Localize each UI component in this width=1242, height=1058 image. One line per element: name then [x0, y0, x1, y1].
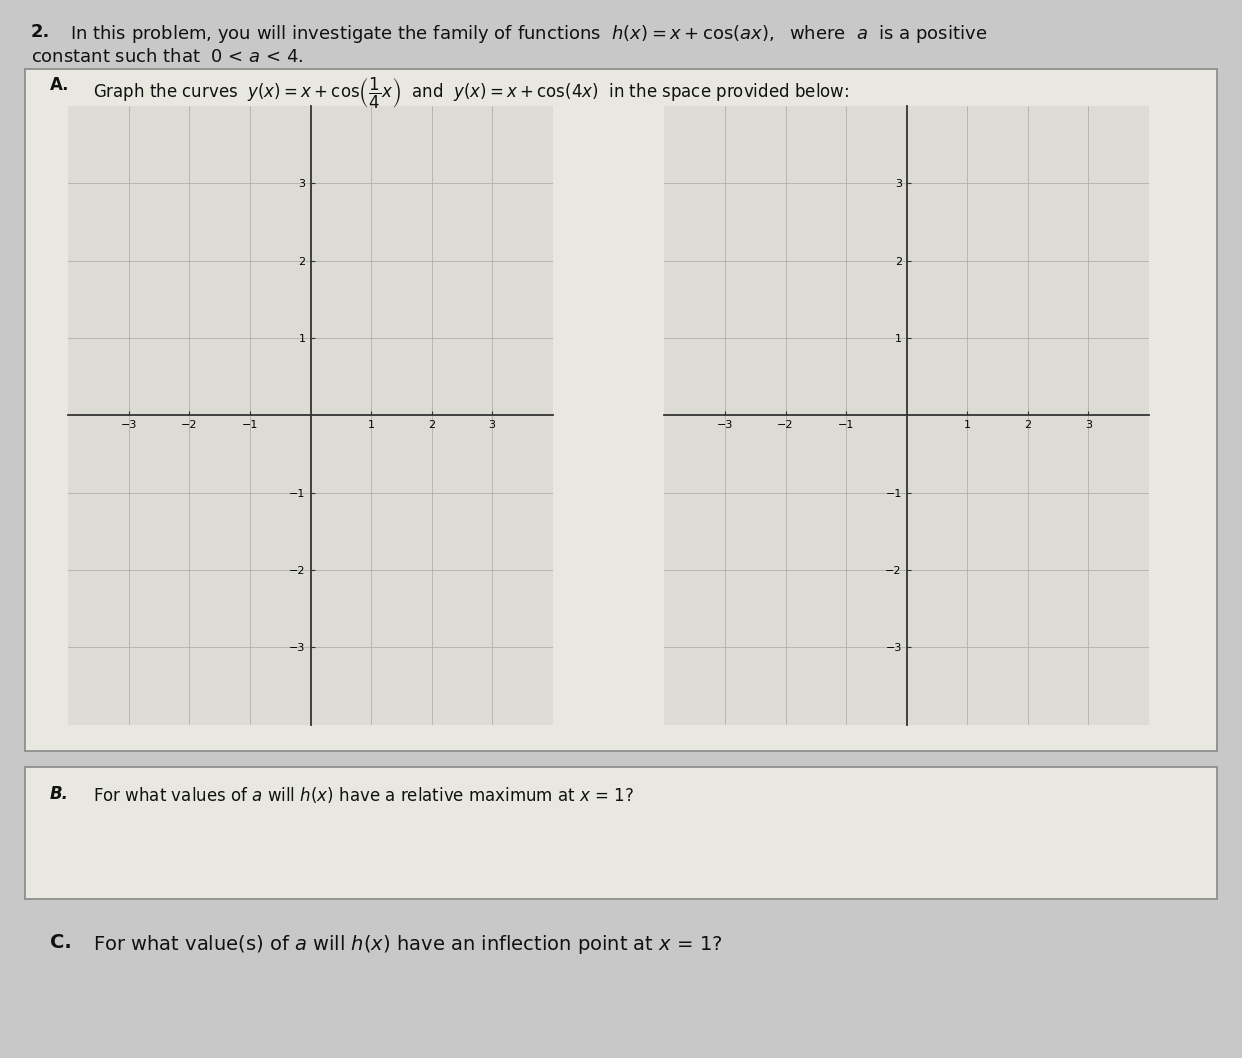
Text: For what value(s) of $a$ will $h(x)$ have an inflection point at $x$ = 1?: For what value(s) of $a$ will $h(x)$ hav… [93, 933, 723, 956]
Text: A.: A. [50, 76, 70, 94]
Text: Graph the curves  $y(x)=x + \cos\!\left(\dfrac{1}{4}x\right)$  and  $y(x)=x + \c: Graph the curves $y(x)=x + \cos\!\left(\… [93, 76, 850, 111]
Text: For what values of $a$ will $h(x)$ have a relative maximum at $x$ = 1?: For what values of $a$ will $h(x)$ have … [93, 785, 635, 805]
Text: C.: C. [50, 933, 72, 952]
Text: In this problem, you will investigate the family of functions  $h(x)=x + \cos(ax: In this problem, you will investigate th… [70, 23, 986, 45]
Text: 2.: 2. [31, 23, 51, 41]
Text: constant such that  0 < $a$ < 4.: constant such that 0 < $a$ < 4. [31, 48, 303, 66]
Text: B.: B. [50, 785, 68, 803]
